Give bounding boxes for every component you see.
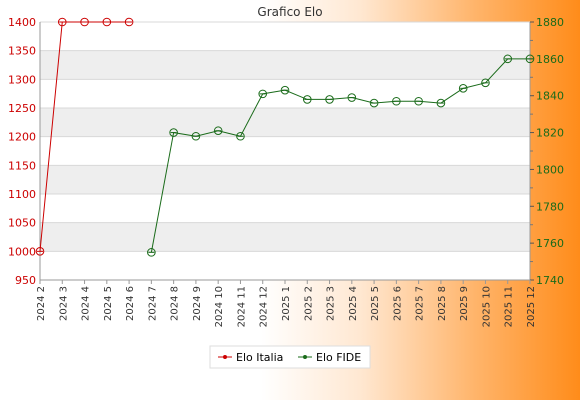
x-tick-label: 2024 9 [192, 286, 203, 321]
x-tick-label: 2024 5 [103, 286, 114, 321]
data-point [191, 131, 201, 141]
data-point [414, 96, 423, 106]
x-tick-label: 2025 7 [415, 286, 426, 321]
left-tick-label: 1000 [8, 245, 36, 258]
data-point [236, 131, 245, 141]
legend: Elo Italia Elo FIDE [209, 345, 371, 369]
x-tick-label: 2025 11 [504, 286, 515, 327]
left-tick-label: 1400 [8, 16, 36, 29]
x-tick-label: 2024 6 [125, 286, 136, 321]
left-tick-label: 1250 [8, 102, 36, 115]
x-tick-label: 2024 2 [36, 286, 47, 321]
data-point [525, 54, 535, 64]
plot-band [40, 222, 530, 252]
legend-marker [303, 355, 307, 359]
legend-box [209, 345, 371, 369]
data-point [302, 95, 312, 104]
gridlines [40, 21, 530, 281]
data-point [392, 96, 401, 106]
plot-band [40, 108, 530, 137]
right-tick-label: 1800 [536, 163, 564, 176]
left-tick-label: 1200 [8, 131, 36, 144]
x-tick-label: 2025 8 [437, 286, 448, 321]
data-point [369, 98, 379, 108]
data-point [481, 78, 490, 88]
right-axis-ticks: 1740 1760 1780 1800 1820 1840 1860 1880 [530, 16, 564, 287]
left-tick-label: 1350 [8, 45, 36, 58]
left-tick-label: 1300 [8, 73, 36, 86]
x-tick-label: 2024 3 [58, 286, 69, 321]
series-elo-italia [35, 17, 134, 256]
left-axis-ticks: 950 1000 1050 1100 1150 1200 1250 1300 1350 1400 [8, 16, 36, 287]
right-tick-label: 1860 [536, 53, 564, 66]
plot-band [40, 165, 530, 194]
right-tick-label: 1820 [536, 127, 564, 140]
x-tick-label: 2025 4 [348, 286, 359, 321]
left-tick-label: 1050 [8, 217, 36, 230]
x-tick-label: 2025 2 [303, 286, 314, 321]
x-tick-label: 2025 6 [392, 286, 403, 321]
right-tick-label: 1760 [536, 237, 564, 250]
right-tick-label: 1740 [536, 274, 564, 287]
plot-background [40, 22, 530, 280]
x-tick-label: 2024 7 [147, 286, 158, 321]
legend-marker [223, 355, 227, 359]
chart-title: Grafico Elo [257, 5, 322, 19]
right-tick-label: 1880 [536, 16, 564, 29]
x-tick-label: 2024 8 [170, 286, 181, 321]
data-point [213, 126, 223, 136]
data-point [325, 95, 334, 104]
x-tick-label: 2024 12 [259, 286, 270, 327]
left-tick-label: 950 [15, 274, 36, 287]
data-point [347, 93, 357, 102]
data-point [458, 84, 468, 93]
series-layer [35, 17, 535, 257]
left-tick-label: 1100 [8, 188, 36, 201]
x-tick-label: 2025 10 [481, 286, 492, 327]
data-point [147, 248, 156, 257]
x-tick-label: 2025 9 [459, 286, 470, 321]
data-point [35, 247, 45, 256]
x-tick-label: 2025 1 [281, 286, 292, 321]
x-axis-ticks: 2024 2 2024 3 2024 4 2024 5 2024 6 2024 7 2024… [36, 280, 537, 327]
data-point [57, 17, 67, 27]
x-tick-label: 2025 5 [370, 286, 381, 321]
x-tick-label: 2024 10 [214, 286, 225, 327]
legend-label: Elo FIDE [316, 351, 361, 364]
right-tick-label: 1840 [536, 90, 564, 103]
data-point [102, 17, 112, 27]
data-point [80, 17, 89, 27]
x-tick-label: 2025 12 [526, 286, 537, 327]
data-point [503, 54, 513, 64]
left-tick-label: 1150 [8, 159, 36, 172]
plot-band [40, 50, 530, 80]
series-elo-fide [147, 54, 535, 257]
legend-label: Elo Italia [236, 351, 283, 364]
x-tick-label: 2024 4 [81, 286, 92, 321]
data-point [124, 17, 134, 27]
data-point [169, 128, 178, 137]
x-tick-label: 2025 3 [326, 286, 337, 321]
data-point [258, 89, 268, 99]
data-point [280, 85, 290, 95]
data-point [436, 98, 446, 108]
x-tick-label: 2024 11 [236, 286, 247, 327]
right-tick-label: 1780 [536, 200, 564, 213]
